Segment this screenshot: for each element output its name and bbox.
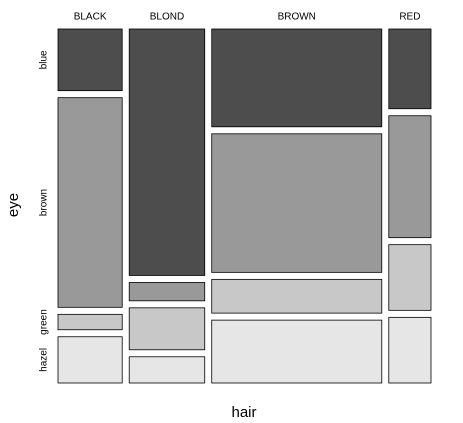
tile (57, 313, 123, 331)
tile (388, 28, 432, 110)
tile (211, 133, 383, 273)
tile (388, 115, 432, 239)
column-label: BLOND (150, 12, 184, 23)
tile (128, 28, 206, 276)
tile (57, 28, 123, 92)
tile (57, 336, 123, 384)
tile (211, 278, 383, 314)
row-label: brown (39, 189, 50, 216)
tile (128, 356, 206, 384)
tile (57, 97, 123, 308)
tile (128, 282, 206, 302)
tile (128, 307, 206, 351)
y-axis-label: eye (5, 193, 22, 217)
tile (211, 28, 383, 128)
tile (388, 244, 432, 311)
x-axis-label: hair (231, 404, 256, 421)
tile (388, 316, 432, 384)
row-label: blue (39, 50, 50, 69)
column-label: BROWN (278, 12, 316, 23)
tile (211, 319, 383, 384)
row-label: hazel (39, 348, 50, 372)
column-label: RED (399, 12, 420, 23)
row-label: green (39, 309, 50, 335)
column-label: BLACK (74, 12, 107, 23)
